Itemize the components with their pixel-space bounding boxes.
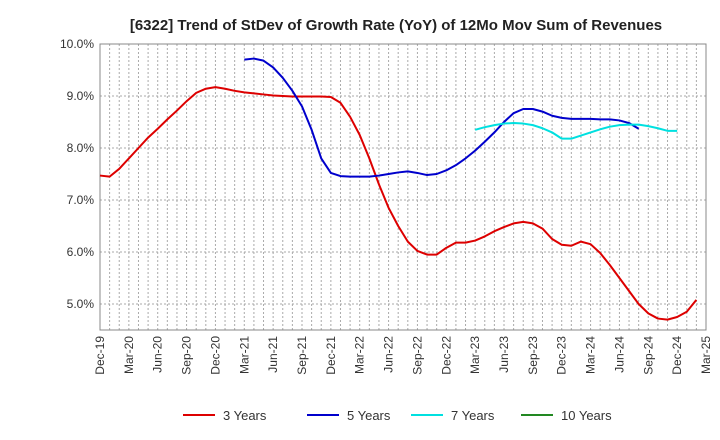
x-tick-label: Mar-20	[122, 336, 136, 374]
legend: 3 Years 5 Years 7 Years 10 Years	[183, 408, 612, 423]
x-tick-label: Mar-22	[353, 336, 367, 374]
legend-label: 7 Years	[451, 408, 495, 423]
x-tick-label: Dec-24	[670, 336, 684, 375]
x-tick-label: Jun-23	[497, 336, 511, 373]
legend-label: 5 Years	[347, 408, 391, 423]
x-tick-label: Sep-24	[641, 336, 655, 375]
y-tick-label: 7.0%	[67, 193, 95, 207]
x-tick-label: Dec-19	[93, 336, 107, 375]
x-axis: Dec-19 Mar-20 Jun-20 Sep-20 Dec-20 Mar-21 Jun-…	[93, 336, 713, 375]
y-tick-label: 10.0%	[60, 37, 94, 51]
x-tick-label: Sep-23	[526, 336, 540, 375]
x-tick-label: Jun-21	[266, 336, 280, 373]
x-tick-label: Dec-22	[439, 336, 453, 375]
y-tick-label: 6.0%	[67, 245, 95, 259]
plot-frame	[99, 43, 707, 331]
series-lines	[99, 57, 698, 321]
plot-grid	[100, 43, 706, 330]
series-line-3-years	[99, 86, 698, 321]
series-line-7-years	[474, 122, 678, 140]
y-tick-label: 8.0%	[67, 141, 95, 155]
y-tick-label: 5.0%	[67, 297, 95, 311]
x-tick-label: Mar-21	[237, 336, 251, 374]
legend-label: 3 Years	[223, 408, 267, 423]
legend-label: 10 Years	[561, 408, 612, 423]
x-tick-label: Sep-21	[295, 336, 309, 375]
x-tick-label: Mar-25	[699, 336, 713, 374]
x-tick-label: Jun-20	[151, 336, 165, 373]
x-tick-label: Mar-24	[584, 336, 598, 374]
x-tick-label: Sep-20	[180, 336, 194, 375]
x-tick-label: Jun-22	[382, 336, 396, 373]
x-tick-label: Dec-20	[208, 336, 222, 375]
y-axis: 5.0% 6.0% 7.0% 8.0% 9.0% 10.0%	[60, 37, 94, 311]
x-tick-label: Jun-24	[612, 336, 626, 373]
x-tick-label: Dec-21	[324, 336, 338, 375]
y-tick-label: 9.0%	[67, 89, 95, 103]
x-tick-label: Dec-23	[555, 336, 569, 375]
x-tick-label: Mar-23	[468, 336, 482, 374]
x-tick-label: Sep-22	[410, 336, 424, 375]
series-line-5-years	[244, 57, 640, 178]
chart-title: [6322] Trend of StDev of Growth Rate (Yo…	[130, 17, 662, 34]
